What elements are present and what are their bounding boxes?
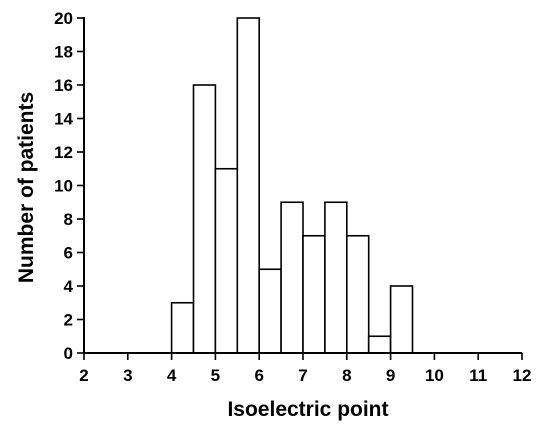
x-tick-label: 4: [167, 366, 177, 385]
x-tick-label: 9: [386, 366, 395, 385]
histogram-bars: [170, 17, 414, 354]
y-tick-label: 18: [54, 43, 73, 62]
y-axis-ticks: 0 2 4 6 8 10 12 14 16 18 20: [54, 9, 84, 363]
histogram-bar-5: [280, 201, 304, 354]
y-tick-label: 12: [54, 143, 73, 162]
y-tick-label: 4: [64, 277, 74, 296]
histogram-bar-7: [324, 201, 348, 354]
x-tick-label: 8: [342, 366, 351, 385]
y-tick-label: 0: [64, 344, 73, 363]
histogram-bar-6: [302, 234, 326, 354]
x-axis-label: Isoelectric point: [227, 398, 388, 421]
x-tick-label: 2: [79, 366, 88, 385]
histogram-bar-8: [345, 234, 370, 354]
y-tick-label: 2: [64, 311, 73, 330]
histogram-bar-2: [214, 167, 239, 354]
x-tick-label: 12: [513, 366, 532, 385]
y-tick-label: 14: [54, 110, 73, 129]
y-tick-label: 10: [54, 177, 73, 196]
x-tick-label: 6: [254, 366, 263, 385]
histogram-bar-9: [367, 335, 392, 354]
y-tick-label: 16: [54, 76, 73, 95]
y-tick-label: 8: [64, 210, 73, 229]
y-axis-label: Number of patients: [15, 92, 38, 283]
x-tick-label: 5: [211, 366, 220, 385]
y-tick-label: 20: [54, 9, 73, 28]
histogram-bar-0: [170, 301, 195, 354]
x-tick-label: 10: [425, 366, 444, 385]
histogram-bar-1: [192, 84, 217, 354]
x-tick-label: 3: [123, 366, 132, 385]
x-tick-label: 7: [298, 366, 307, 385]
histogram-bar-10: [389, 285, 414, 354]
x-axis-ticks: 2 3 4 5 6 7 8 9 10 11 12: [79, 353, 531, 385]
x-tick-label: 11: [469, 366, 487, 385]
y-tick-label: 6: [64, 244, 73, 263]
histogram-bar-3: [236, 17, 261, 354]
histogram-bar-4: [258, 268, 282, 354]
